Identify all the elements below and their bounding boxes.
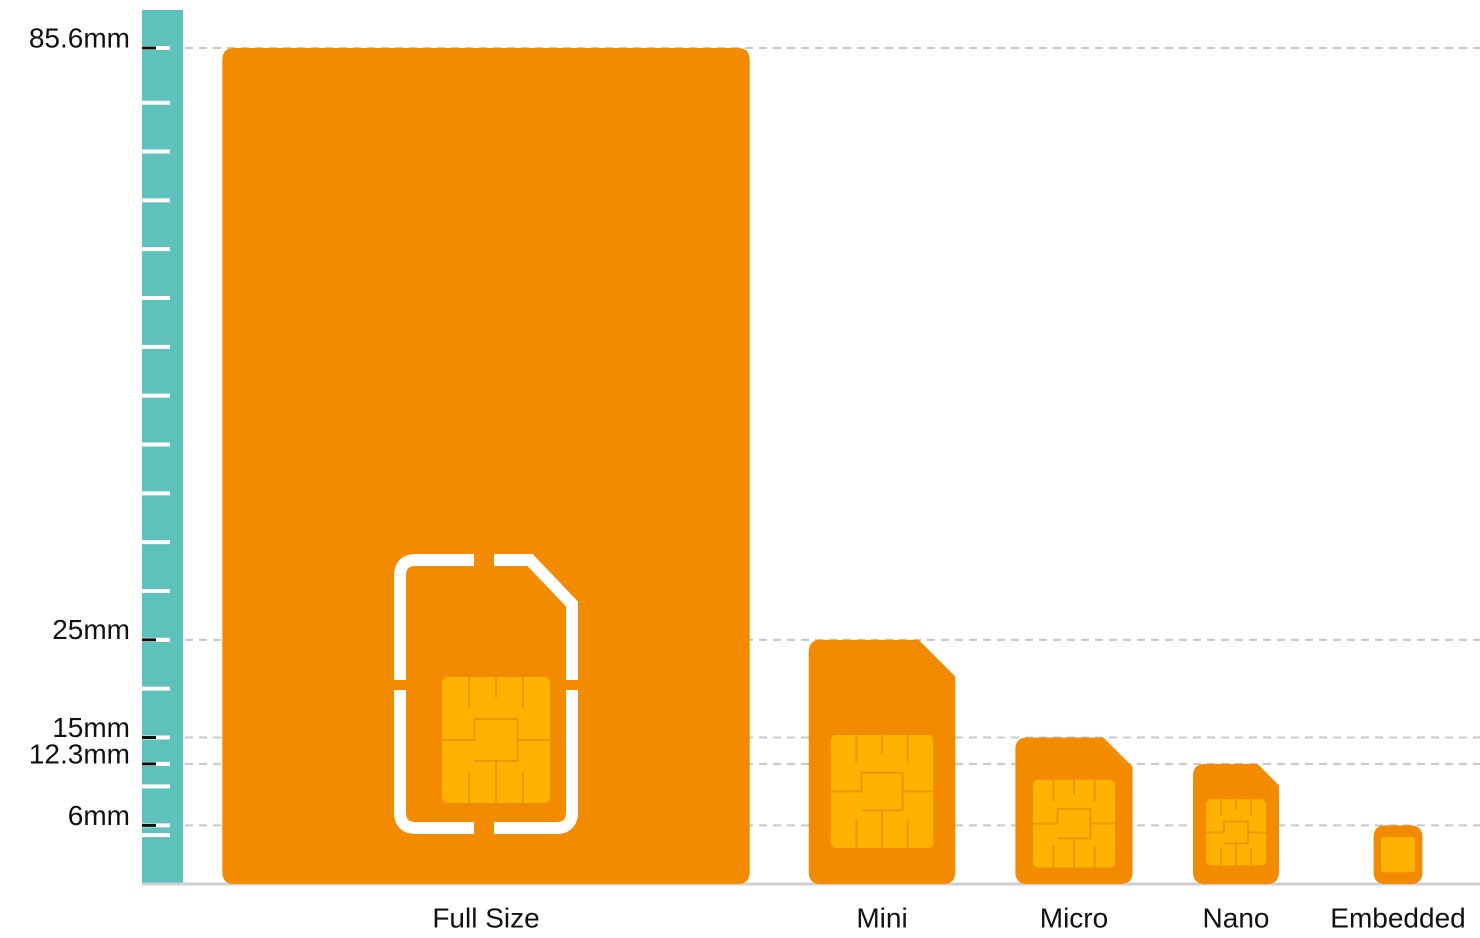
- y-tick-label: 25mm: [52, 614, 130, 645]
- chart: 85.6mm25mm15mm12.3mm6mmFull SizeMiniMicr…: [0, 0, 1480, 938]
- x-tick-label: Full Size: [432, 902, 539, 933]
- y-tick-label: 85.6mm: [29, 22, 130, 53]
- x-tick-label: Mini: [856, 902, 907, 933]
- chip: [1381, 837, 1415, 872]
- x-tick-label: Nano: [1203, 902, 1270, 933]
- x-tick-label: Embedded: [1330, 902, 1465, 933]
- ruler: [142, 10, 183, 884]
- x-tick-label: Micro: [1040, 902, 1108, 933]
- y-tick-label: 12.3mm: [29, 738, 130, 769]
- y-tick-label: 6mm: [68, 800, 130, 831]
